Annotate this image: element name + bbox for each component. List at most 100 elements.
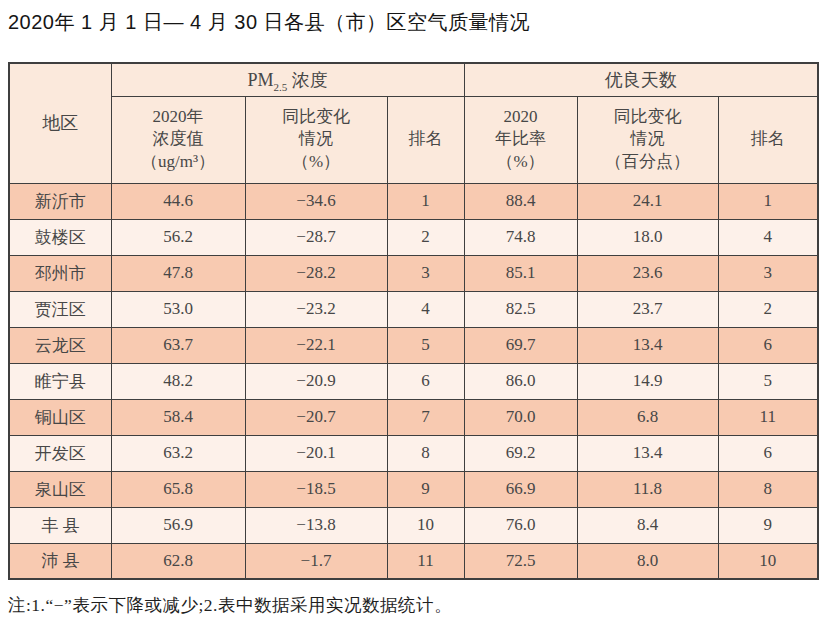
table-row: 云龙区63.7−22.1569.713.46 bbox=[9, 327, 818, 363]
good-rank-cell: 9 bbox=[718, 507, 818, 543]
good-change-cell: 6.8 bbox=[577, 399, 718, 435]
pm-rank-cell: 3 bbox=[387, 255, 464, 291]
good-change-cell: 13.4 bbox=[577, 327, 718, 363]
region-cell: 贾汪区 bbox=[9, 291, 111, 327]
good-change-cell: 14.9 bbox=[577, 363, 718, 399]
pm-change-cell: −20.9 bbox=[245, 363, 387, 399]
good-rank-cell: 1 bbox=[718, 183, 818, 219]
region-cell: 新沂市 bbox=[9, 183, 111, 219]
good-rank-cell: 6 bbox=[718, 435, 818, 471]
good-rank-cell: 6 bbox=[718, 327, 818, 363]
header-line: 情况 bbox=[246, 128, 387, 150]
good-rank-cell: 5 bbox=[718, 363, 818, 399]
good-rate-cell: 88.4 bbox=[464, 183, 577, 219]
region-cell: 铜山区 bbox=[9, 399, 111, 435]
header-line: 2020 bbox=[465, 106, 577, 128]
pm-change-cell: −1.7 bbox=[245, 543, 387, 579]
region-cell: 丰 县 bbox=[9, 507, 111, 543]
pm-subscript: 2.5 bbox=[273, 80, 287, 92]
table-header: 地区 PM2.5 浓度 优良天数 2020年 浓度值 （ug/m³） 同比变化 … bbox=[9, 63, 818, 183]
good-rate-cell: 76.0 bbox=[464, 507, 577, 543]
pm-rank-cell: 8 bbox=[387, 435, 464, 471]
good-rank-cell: 11 bbox=[718, 399, 818, 435]
pm-value-cell: 65.8 bbox=[111, 471, 245, 507]
table-row: 鼓楼区56.2−28.7274.818.04 bbox=[9, 219, 818, 255]
header-pm-value: 2020年 浓度值 （ug/m³） bbox=[111, 96, 245, 183]
good-rate-cell: 82.5 bbox=[464, 291, 577, 327]
pm-change-cell: −22.1 bbox=[245, 327, 387, 363]
pm-rank-cell: 9 bbox=[387, 471, 464, 507]
good-change-cell: 8.0 bbox=[577, 543, 718, 579]
pm-change-cell: −28.7 bbox=[245, 219, 387, 255]
region-cell: 开发区 bbox=[9, 435, 111, 471]
pm-rank-cell: 5 bbox=[387, 327, 464, 363]
pm-value-cell: 63.2 bbox=[111, 435, 245, 471]
good-change-cell: 11.8 bbox=[577, 471, 718, 507]
pm-value-cell: 56.2 bbox=[111, 219, 245, 255]
good-change-cell: 13.4 bbox=[577, 435, 718, 471]
header-sub-row: 2020年 浓度值 （ug/m³） 同比变化 情况 （%） 排名 2020 年比… bbox=[9, 96, 818, 183]
good-rank-cell: 10 bbox=[718, 543, 818, 579]
pm-change-cell: −13.8 bbox=[245, 507, 387, 543]
pm-change-cell: −23.2 bbox=[245, 291, 387, 327]
pm-rank-cell: 6 bbox=[387, 363, 464, 399]
good-change-cell: 23.6 bbox=[577, 255, 718, 291]
good-rate-cell: 66.9 bbox=[464, 471, 577, 507]
table-row: 沛 县62.8−1.71172.58.010 bbox=[9, 543, 818, 579]
good-rate-cell: 69.2 bbox=[464, 435, 577, 471]
pm-change-cell: −18.5 bbox=[245, 471, 387, 507]
header-group-good-days: 优良天数 bbox=[464, 63, 818, 96]
good-rate-cell: 74.8 bbox=[464, 219, 577, 255]
header-line: 同比变化 bbox=[578, 106, 718, 128]
table-row: 贾汪区53.0−23.2482.523.72 bbox=[9, 291, 818, 327]
footnote: 注:1.“−”表示下降或减少;2.表中数据采用实况数据统计。 bbox=[8, 593, 452, 617]
header-line: 同比变化 bbox=[246, 106, 387, 128]
pm-value-cell: 63.7 bbox=[111, 327, 245, 363]
pm-group-suffix: 浓度 bbox=[287, 70, 328, 90]
pm-change-cell: −20.7 bbox=[245, 399, 387, 435]
region-cell: 鼓楼区 bbox=[9, 219, 111, 255]
pm-label: PM bbox=[247, 70, 273, 90]
good-rank-cell: 4 bbox=[718, 219, 818, 255]
region-cell: 泉山区 bbox=[9, 471, 111, 507]
pm-rank-cell: 1 bbox=[387, 183, 464, 219]
pm-rank-cell: 4 bbox=[387, 291, 464, 327]
pm-change-cell: −34.6 bbox=[245, 183, 387, 219]
region-cell: 邳州市 bbox=[9, 255, 111, 291]
table-body: 新沂市44.6−34.6188.424.11鼓楼区56.2−28.7274.81… bbox=[9, 183, 818, 579]
header-line: 情况 bbox=[578, 128, 718, 150]
table-row: 开发区63.2−20.1869.213.46 bbox=[9, 435, 818, 471]
good-change-cell: 24.1 bbox=[577, 183, 718, 219]
good-change-cell: 8.4 bbox=[577, 507, 718, 543]
table-row: 泉山区65.8−18.5966.911.88 bbox=[9, 471, 818, 507]
good-change-cell: 18.0 bbox=[577, 219, 718, 255]
region-cell: 云龙区 bbox=[9, 327, 111, 363]
header-group-pm25: PM2.5 浓度 bbox=[111, 63, 464, 96]
pm-value-cell: 62.8 bbox=[111, 543, 245, 579]
table-row: 丰 县56.9−13.81076.08.49 bbox=[9, 507, 818, 543]
header-good-change: 同比变化 情况 （百分点） bbox=[577, 96, 718, 183]
good-rank-cell: 3 bbox=[718, 255, 818, 291]
good-change-cell: 23.7 bbox=[577, 291, 718, 327]
table-row: 邳州市47.8−28.2385.123.63 bbox=[9, 255, 818, 291]
pm-value-cell: 58.4 bbox=[111, 399, 245, 435]
good-rate-cell: 69.7 bbox=[464, 327, 577, 363]
header-line: （ug/m³） bbox=[112, 151, 245, 173]
pm-rank-cell: 7 bbox=[387, 399, 464, 435]
table-row: 新沂市44.6−34.6188.424.11 bbox=[9, 183, 818, 219]
pm-value-cell: 53.0 bbox=[111, 291, 245, 327]
region-cell: 睢宁县 bbox=[9, 363, 111, 399]
header-line: （%） bbox=[246, 151, 387, 173]
pm-value-cell: 48.2 bbox=[111, 363, 245, 399]
pm-rank-cell: 10 bbox=[387, 507, 464, 543]
header-line: 浓度值 bbox=[112, 128, 245, 150]
good-rate-cell: 72.5 bbox=[464, 543, 577, 579]
page-title: 2020年 1 月 1 日— 4 月 30 日各县（市）区空气质量情况 bbox=[8, 9, 530, 36]
header-pm-change: 同比变化 情况 （%） bbox=[245, 96, 387, 183]
header-line: （%） bbox=[465, 151, 577, 173]
page: 2020年 1 月 1 日— 4 月 30 日各县（市）区空气质量情况 地区 P… bbox=[0, 0, 825, 620]
good-rate-cell: 86.0 bbox=[464, 363, 577, 399]
header-line: （百分点） bbox=[578, 151, 718, 173]
good-rate-cell: 70.0 bbox=[464, 399, 577, 435]
pm-rank-cell: 11 bbox=[387, 543, 464, 579]
